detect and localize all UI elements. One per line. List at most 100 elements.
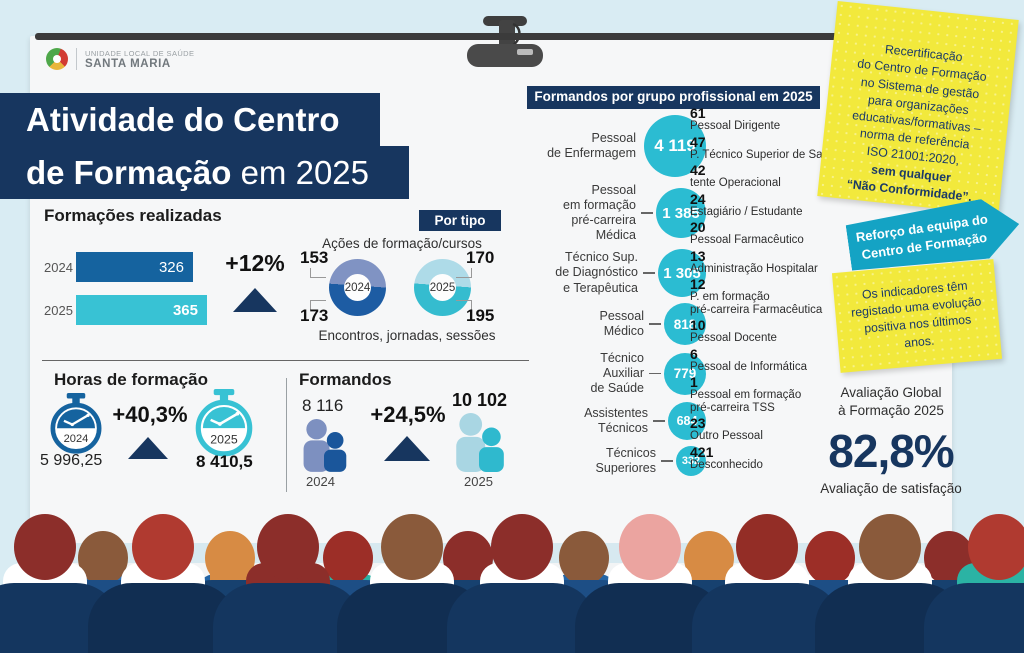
stat-value: 10 bbox=[690, 317, 706, 333]
bubble-row: Assistentes Técnicos 684 bbox=[524, 399, 706, 443]
logo-mark-icon bbox=[46, 48, 68, 70]
formandos-2024-value: 8 116 bbox=[302, 396, 344, 415]
bubble-value: 684 bbox=[668, 402, 706, 440]
stat-value: 20 bbox=[690, 219, 706, 235]
bubble-value: 332 bbox=[676, 446, 706, 476]
horas-2024-value: 5 996,25 bbox=[40, 452, 103, 469]
page-title-line2-rest: em 2025 bbox=[231, 154, 369, 191]
page-title-line1: Atividade do Centro bbox=[0, 93, 380, 146]
page-title-line2-bold: de Formação bbox=[26, 154, 232, 191]
stat-value: 23 bbox=[690, 415, 706, 431]
bubble-chart: Pessoal de Enfermagem 4 119 Pessoal em for… bbox=[524, 112, 706, 479]
stat-item: 1 Pessoal em formação pré-carreira TSS bbox=[690, 375, 860, 414]
stat-item: 24 Estagiário / Estudante bbox=[690, 192, 860, 219]
stat-label: Estagiário / Estudante bbox=[690, 205, 803, 218]
formandos-2024-year: 2024 bbox=[306, 474, 335, 489]
logo-org-name: SANTA MARIA bbox=[85, 57, 171, 70]
bubble-row: Técnicos Superiores 332 bbox=[524, 443, 706, 479]
stat-label: Pessoal de Informática bbox=[690, 360, 807, 373]
bar-2025-value: 365 bbox=[172, 301, 198, 319]
stat-label: tente Operacional bbox=[690, 177, 781, 189]
logo-org-type: UNIDADE LOCAL DE SAÚDE bbox=[85, 48, 195, 58]
evaluation-title-line2: à Formação 2025 bbox=[838, 402, 944, 418]
donut-chart-2024: 2024 bbox=[329, 259, 386, 316]
projector-icon bbox=[467, 16, 543, 67]
bubble-label: Pessoal de Enfermagem bbox=[547, 130, 636, 160]
bubble-row: Técnico Auxiliar de Saúde 779 bbox=[524, 348, 706, 399]
delta-formacoes: +12% bbox=[225, 250, 285, 276]
ceiling-bar bbox=[35, 33, 855, 40]
stat-item: 42 tente Operacional bbox=[690, 163, 860, 190]
donut-2025-year: 2025 bbox=[429, 274, 456, 301]
donut-2025-bottom-value: 195 bbox=[466, 306, 495, 325]
bar-2025: 365 bbox=[76, 295, 207, 325]
sticky-note-text: Recertificação do Centro de Formação no … bbox=[851, 42, 988, 168]
delta-formandos: +24,5% bbox=[370, 402, 446, 427]
stat-label: Administração Hospitalar bbox=[690, 262, 818, 275]
evaluation-title-line1: Avaliação Global bbox=[840, 385, 942, 400]
stat-label: Outro Pessoal bbox=[690, 430, 763, 442]
audience-person bbox=[924, 514, 1024, 653]
sticky-note-indicators: Os indicadores têm registado uma evoluçã… bbox=[831, 259, 1003, 373]
formandos-2025-value: 10 102 bbox=[452, 390, 508, 410]
audience-person bbox=[575, 514, 725, 653]
evaluation-caption: Avaliação de satisfação bbox=[820, 481, 962, 497]
stat-label: Desconhecido bbox=[690, 458, 763, 471]
bar-year-label: 2025 bbox=[44, 302, 73, 318]
donut-2024-bottom-value: 173 bbox=[300, 306, 329, 325]
por-tipo-badge: Por tipo bbox=[419, 210, 501, 231]
stat-label: Pessoal Docente bbox=[690, 332, 777, 344]
stat-item: 13 Administração Hospitalar bbox=[690, 249, 860, 276]
bar-year-label: 2024 bbox=[44, 259, 73, 275]
bar-row-2024: 2024 326 bbox=[44, 252, 193, 282]
audience-person bbox=[213, 514, 363, 653]
stat-item: 12 P. em formação pré-carreira Farmacêuti… bbox=[690, 277, 860, 316]
formandos-2025-year: 2025 bbox=[464, 474, 493, 489]
up-arrow-icon bbox=[233, 288, 277, 312]
stat-value: 6 bbox=[690, 345, 698, 362]
people-2024-icon bbox=[298, 418, 350, 477]
section-heading-formandos: Formandos bbox=[299, 370, 392, 389]
bubble-value: 4 119 bbox=[644, 115, 706, 177]
section-divider-horizontal bbox=[42, 360, 529, 361]
stat-item: 61 Pessoal Dirigente bbox=[690, 106, 860, 133]
section-heading-horas: Horas de formação bbox=[54, 370, 208, 389]
bubble-row: Pessoal em formação pré-carreira Médica 1… bbox=[524, 180, 706, 246]
stat-value: 421 bbox=[690, 443, 714, 460]
donut-2024-top-value: 153 bbox=[300, 248, 329, 267]
stat-item: 23 Outro Pessoal bbox=[690, 416, 860, 443]
stat-item: 421 Desconhecido bbox=[690, 445, 860, 472]
satisfaction-percentage: 82,8% bbox=[828, 425, 954, 478]
stat-value: 24 bbox=[690, 190, 706, 207]
bubble-row: Pessoal Médico 818 bbox=[524, 300, 706, 348]
bubble-value: 818 bbox=[664, 303, 706, 345]
stat-item: 6 Pessoal de Informática bbox=[690, 347, 860, 374]
donut-chart-2025: 2025 bbox=[414, 259, 471, 316]
up-arrow-icon bbox=[128, 437, 168, 459]
donut-2024-year: 2024 bbox=[344, 274, 371, 301]
stat-value: 61 bbox=[690, 105, 706, 121]
stat-label: Pessoal Dirigente bbox=[690, 120, 781, 132]
bar-2024-value: 326 bbox=[158, 258, 184, 276]
sticky-note-recertification: Recertificação do Centro de Formação no … bbox=[817, 1, 1019, 215]
sticky-note-bold-text: sem qualquer “Não Conformidade”. bbox=[846, 162, 973, 204]
connector-dash bbox=[653, 420, 665, 422]
global-evaluation: Avaliação Global à Formação 2025 82,8% A… bbox=[806, 384, 976, 496]
connector-line bbox=[456, 268, 472, 278]
people-2025-icon bbox=[450, 412, 508, 477]
section-heading-formacoes: Formações realizadas bbox=[44, 206, 222, 225]
bubble-label: Técnico Sup. de Diagnóstico e Terapêutic… bbox=[555, 250, 638, 295]
connector-dash bbox=[649, 372, 661, 375]
connector-line bbox=[456, 300, 472, 310]
bubble-label: Assistentes Técnicos bbox=[584, 405, 648, 435]
logo-divider bbox=[76, 48, 77, 70]
bar-row-2025: 2025 365 bbox=[44, 295, 207, 325]
audience-person bbox=[692, 514, 842, 653]
bubble-label: Técnico Auxiliar de Saúde bbox=[590, 350, 644, 396]
stat-value: 12 bbox=[690, 276, 706, 292]
stat-label: Pessoal em formação pré-carreira TSS bbox=[690, 389, 802, 414]
stat-item: 20 Pessoal Farmacêutico bbox=[690, 220, 860, 247]
horas-2025-value: 8 410,5 bbox=[196, 452, 253, 471]
connector-dash bbox=[649, 323, 661, 325]
bubble-label: Técnicos Superiores bbox=[595, 445, 656, 475]
